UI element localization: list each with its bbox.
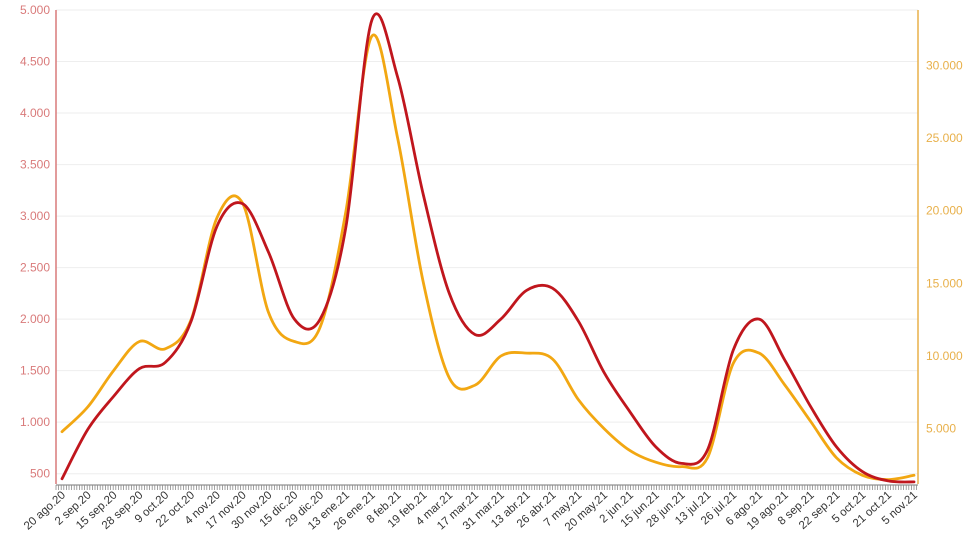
left-tick-label: 4.000: [20, 106, 50, 120]
series-line-left-axis: [60, 12, 916, 484]
left-tick-label: 1.000: [20, 415, 50, 429]
series-layer: [60, 12, 916, 484]
left-tick-label: 500: [30, 467, 50, 481]
left-tick-label: 5.000: [20, 3, 50, 17]
left-tick-label: 2.500: [20, 261, 50, 275]
x-axis-minor-ticks: [55, 485, 917, 490]
left-tick-label: 3.000: [20, 209, 50, 223]
series-line-right-axis: [60, 33, 916, 481]
right-tick-label: 30.000: [926, 58, 963, 72]
left-tick-label: 2.000: [20, 312, 50, 326]
right-tick-label: 20.000: [926, 204, 963, 218]
left-axis: 500 1.000 1.500 2.000 2.500 3.000 3.500 4.000 4.…: [20, 3, 50, 481]
left-tick-label: 1.500: [20, 364, 50, 378]
grid-lines: [56, 9, 918, 475]
right-tick-label: 15.000: [926, 276, 963, 290]
left-tick-label: 4.500: [20, 55, 50, 69]
right-tick-label: 25.000: [926, 131, 963, 145]
right-axis: 5.000 10.000 15.000 20.000 25.000 30.000: [926, 58, 963, 435]
right-tick-label: 10.000: [926, 349, 963, 363]
left-tick-label: 3.500: [20, 158, 50, 172]
right-tick-label: 5.000: [926, 422, 956, 436]
